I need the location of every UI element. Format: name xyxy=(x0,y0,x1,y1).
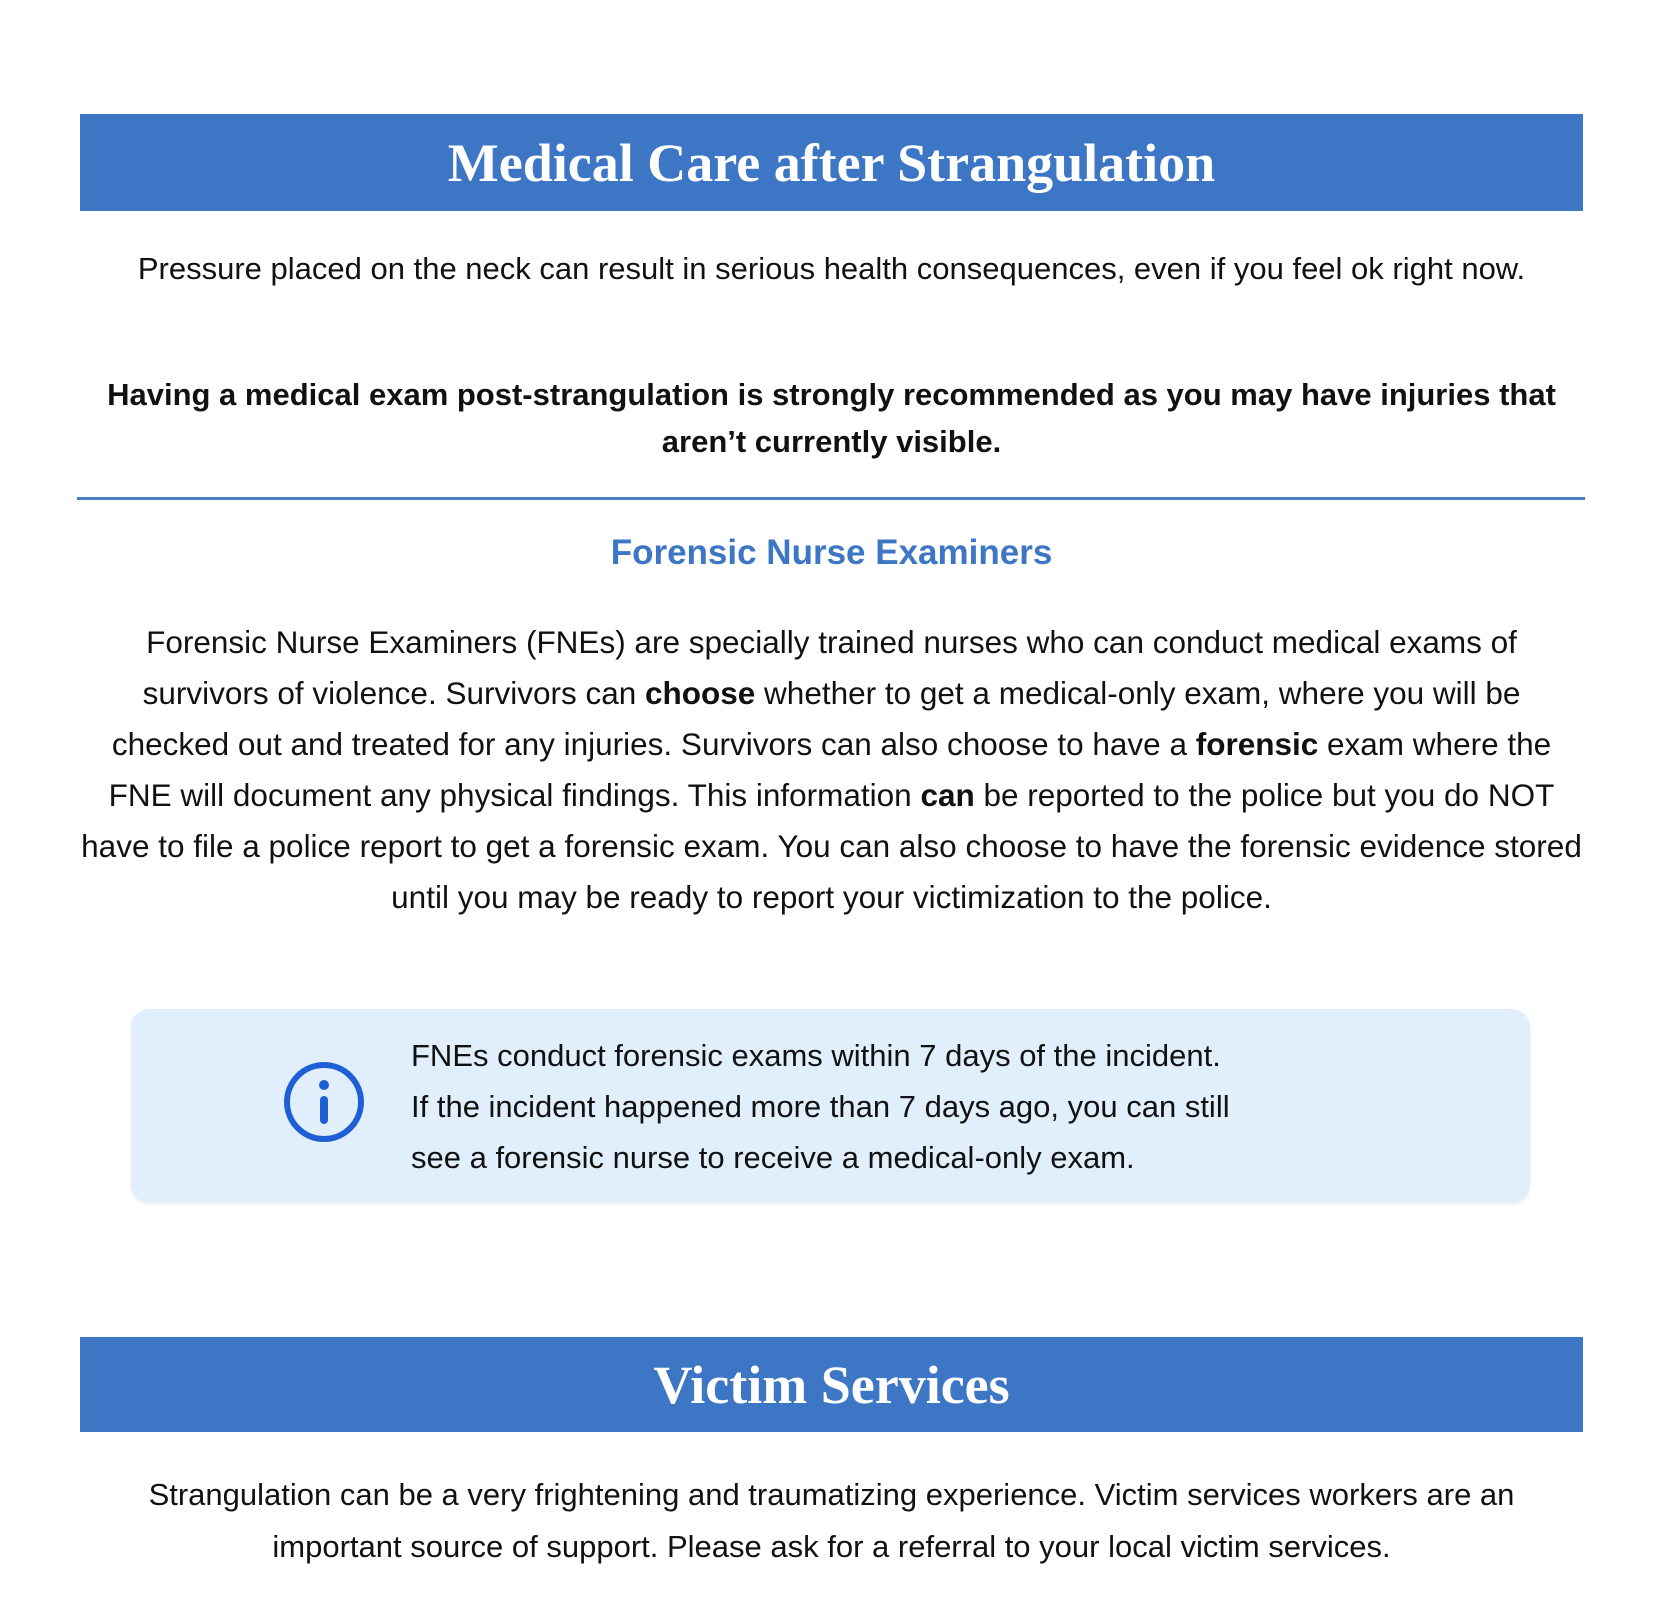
fne-paragraph: Forensic Nurse Examiners (FNEs) are spec… xyxy=(80,617,1583,923)
intro-paragraph: Pressure placed on the neck can result i… xyxy=(137,251,1526,286)
info-line: FNEs conduct forensic exams within 7 day… xyxy=(411,1038,1221,1073)
victim-services-banner: Victim Services xyxy=(80,1337,1583,1432)
info-circle-icon xyxy=(284,1062,364,1142)
info-box-text: FNEs conduct forensic exams within 7 day… xyxy=(411,1030,1230,1183)
recommendation-paragraph: Having a medical exam post-strangulation… xyxy=(107,377,1556,459)
section-divider xyxy=(77,497,1585,500)
fne-text: be reported to the police but you do NOT… xyxy=(81,777,1582,915)
victim-services-title: Victim Services xyxy=(653,1354,1010,1415)
fne-bold-forensic: forensic xyxy=(1195,726,1319,762)
info-box xyxy=(131,1009,1530,1203)
info-line: see a forensic nurse to receive a medica… xyxy=(411,1140,1135,1175)
fne-text: Forensic Nurse Examiners (FNEs) are spec… xyxy=(142,624,1517,711)
fne-bold-choose: choose xyxy=(645,675,756,711)
fne-heading: Forensic Nurse Examiners xyxy=(610,533,1053,572)
medical-care-title: Medical Care after Strangulation xyxy=(447,132,1216,193)
fne-text: whether to get a medical-only exam, wher… xyxy=(111,675,1521,762)
fne-text: exam where the FNE will document any phy… xyxy=(108,726,1552,813)
medical-care-banner: Medical Care after Strangulation xyxy=(80,114,1583,211)
info-line: If the incident happened more than 7 day… xyxy=(411,1089,1230,1124)
fne-bold-can: can xyxy=(920,777,975,813)
victim-services-paragraph: Strangulation can be a very frightening … xyxy=(148,1477,1515,1564)
